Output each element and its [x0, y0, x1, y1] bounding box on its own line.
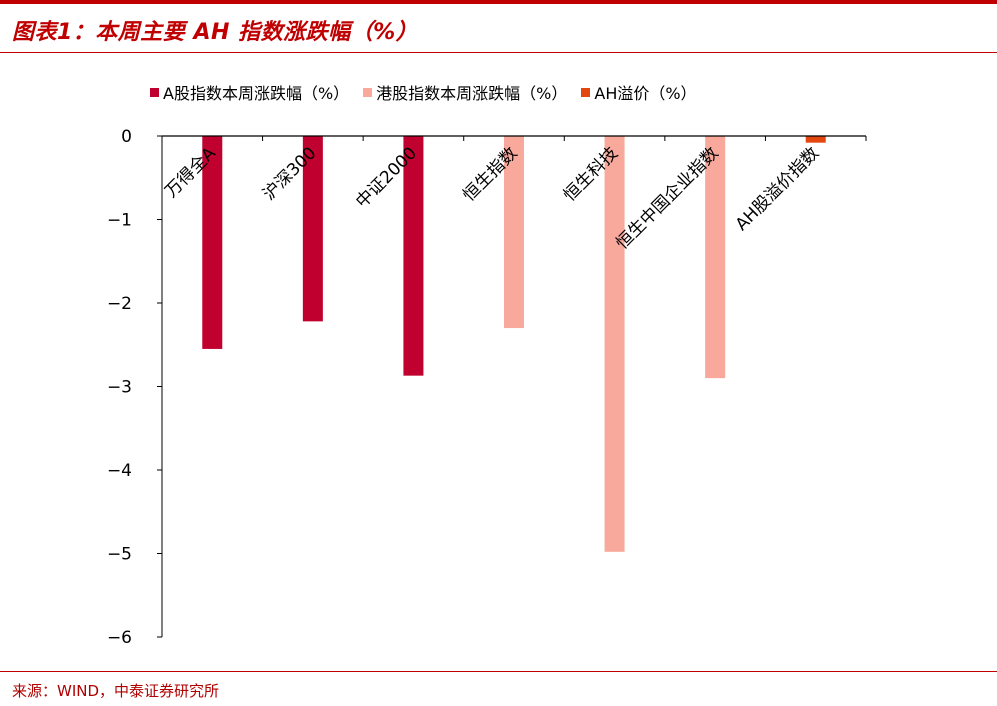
legend-label-hk: 港股指数本周涨跌幅（%） — [376, 84, 568, 103]
bar-a — [202, 136, 223, 349]
legend: A股指数本周涨跌幅（%） 港股指数本周涨跌幅（%） AH溢价（%） — [150, 80, 697, 104]
title-rule — [0, 52, 997, 53]
bar-a — [302, 136, 323, 322]
bar-ah — [805, 136, 826, 143]
legend-label-ah: AH溢价（%） — [594, 84, 697, 103]
y-tick-label: −3 — [107, 378, 132, 398]
legend-item-hk: 港股指数本周涨跌幅（%） — [363, 80, 567, 104]
y-tick-label: 0 — [121, 127, 132, 147]
bar-a — [403, 136, 424, 376]
legend-item-a: A股指数本周涨跌幅（%） — [150, 80, 349, 104]
legend-item-ah: AH溢价（%） — [581, 80, 697, 104]
source-note: 来源：WIND，中泰证券研究所 — [12, 682, 220, 700]
top-rule — [0, 0, 997, 4]
y-tick-label: −5 — [107, 545, 132, 565]
legend-swatch-a — [150, 87, 159, 97]
bar-hk — [604, 136, 625, 552]
bar-hk — [504, 136, 524, 329]
y-tick-label: −6 — [107, 628, 132, 648]
footer-rule — [0, 671, 997, 672]
legend-label-a: A股指数本周涨跌幅（%） — [163, 84, 350, 103]
legend-swatch-ah — [581, 87, 591, 97]
y-tick-label: −1 — [107, 211, 132, 231]
legend-swatch-hk — [363, 87, 373, 97]
chart-title: 图表1：本周主要 AH 指数涨跌幅（%） — [12, 20, 419, 45]
y-tick-label: −4 — [107, 461, 132, 481]
bar-hk — [705, 136, 726, 379]
category-label: AH股溢价指数 — [732, 143, 824, 235]
y-tick-label: −2 — [107, 294, 132, 314]
